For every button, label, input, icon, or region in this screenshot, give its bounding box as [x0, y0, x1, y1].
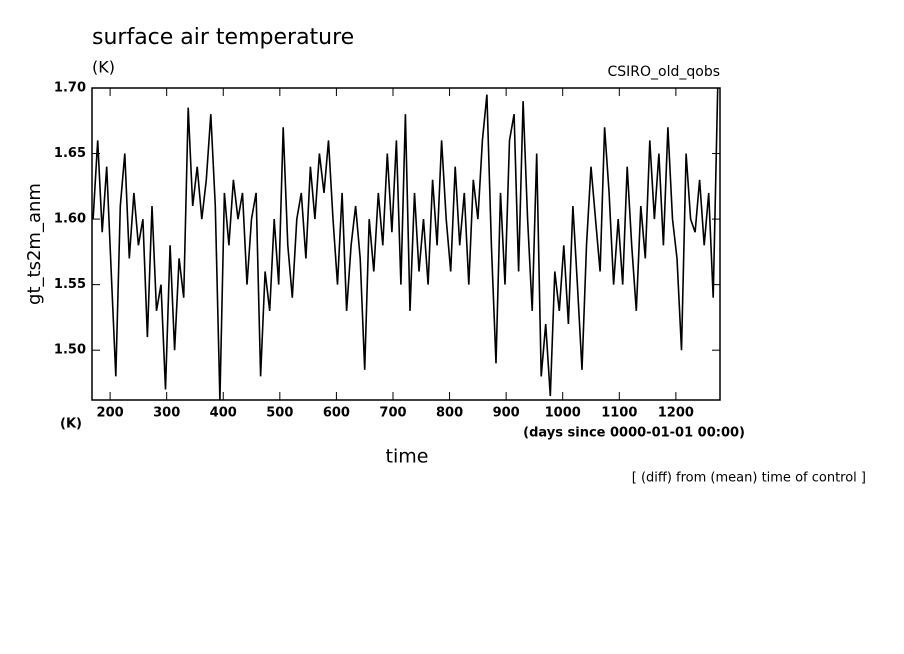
y-tick-label: 1.70	[54, 81, 86, 96]
y-axis-label: gt_ts2m_anm	[24, 183, 45, 305]
x-tick-label: 600	[323, 406, 350, 421]
data-line	[92, 87, 719, 401]
y-unit: (K)	[60, 417, 82, 432]
chart-title: surface air temperature	[92, 25, 354, 50]
source: CSIRO_old_qobs	[607, 64, 720, 80]
note: [ (diff) from (mean) time of control ]	[632, 471, 866, 486]
x-tick-label: 800	[436, 406, 463, 421]
x-tick-label: 1100	[601, 406, 637, 421]
y-tick-label: 1.65	[54, 146, 86, 161]
x-axis-label: time	[386, 446, 429, 468]
x-tick-label: 300	[153, 406, 180, 421]
x-tick-label: 1200	[658, 406, 694, 421]
y-tick-label: 1.55	[54, 277, 86, 292]
y-tick-label: 1.50	[54, 343, 86, 358]
x-unit: (days since 0000-01-01 00:00)	[523, 426, 745, 441]
x-tick-label: 400	[210, 406, 237, 421]
x-tick-label: 900	[493, 406, 520, 421]
x-tick-label: 200	[97, 406, 124, 421]
y-tick-label: 1.60	[54, 212, 86, 227]
x-tick-label: 700	[379, 406, 406, 421]
x-tick-label: 1000	[545, 406, 581, 421]
unit: (K)	[92, 58, 115, 77]
x-tick-label: 500	[266, 406, 293, 421]
plot-frame	[91, 87, 721, 401]
